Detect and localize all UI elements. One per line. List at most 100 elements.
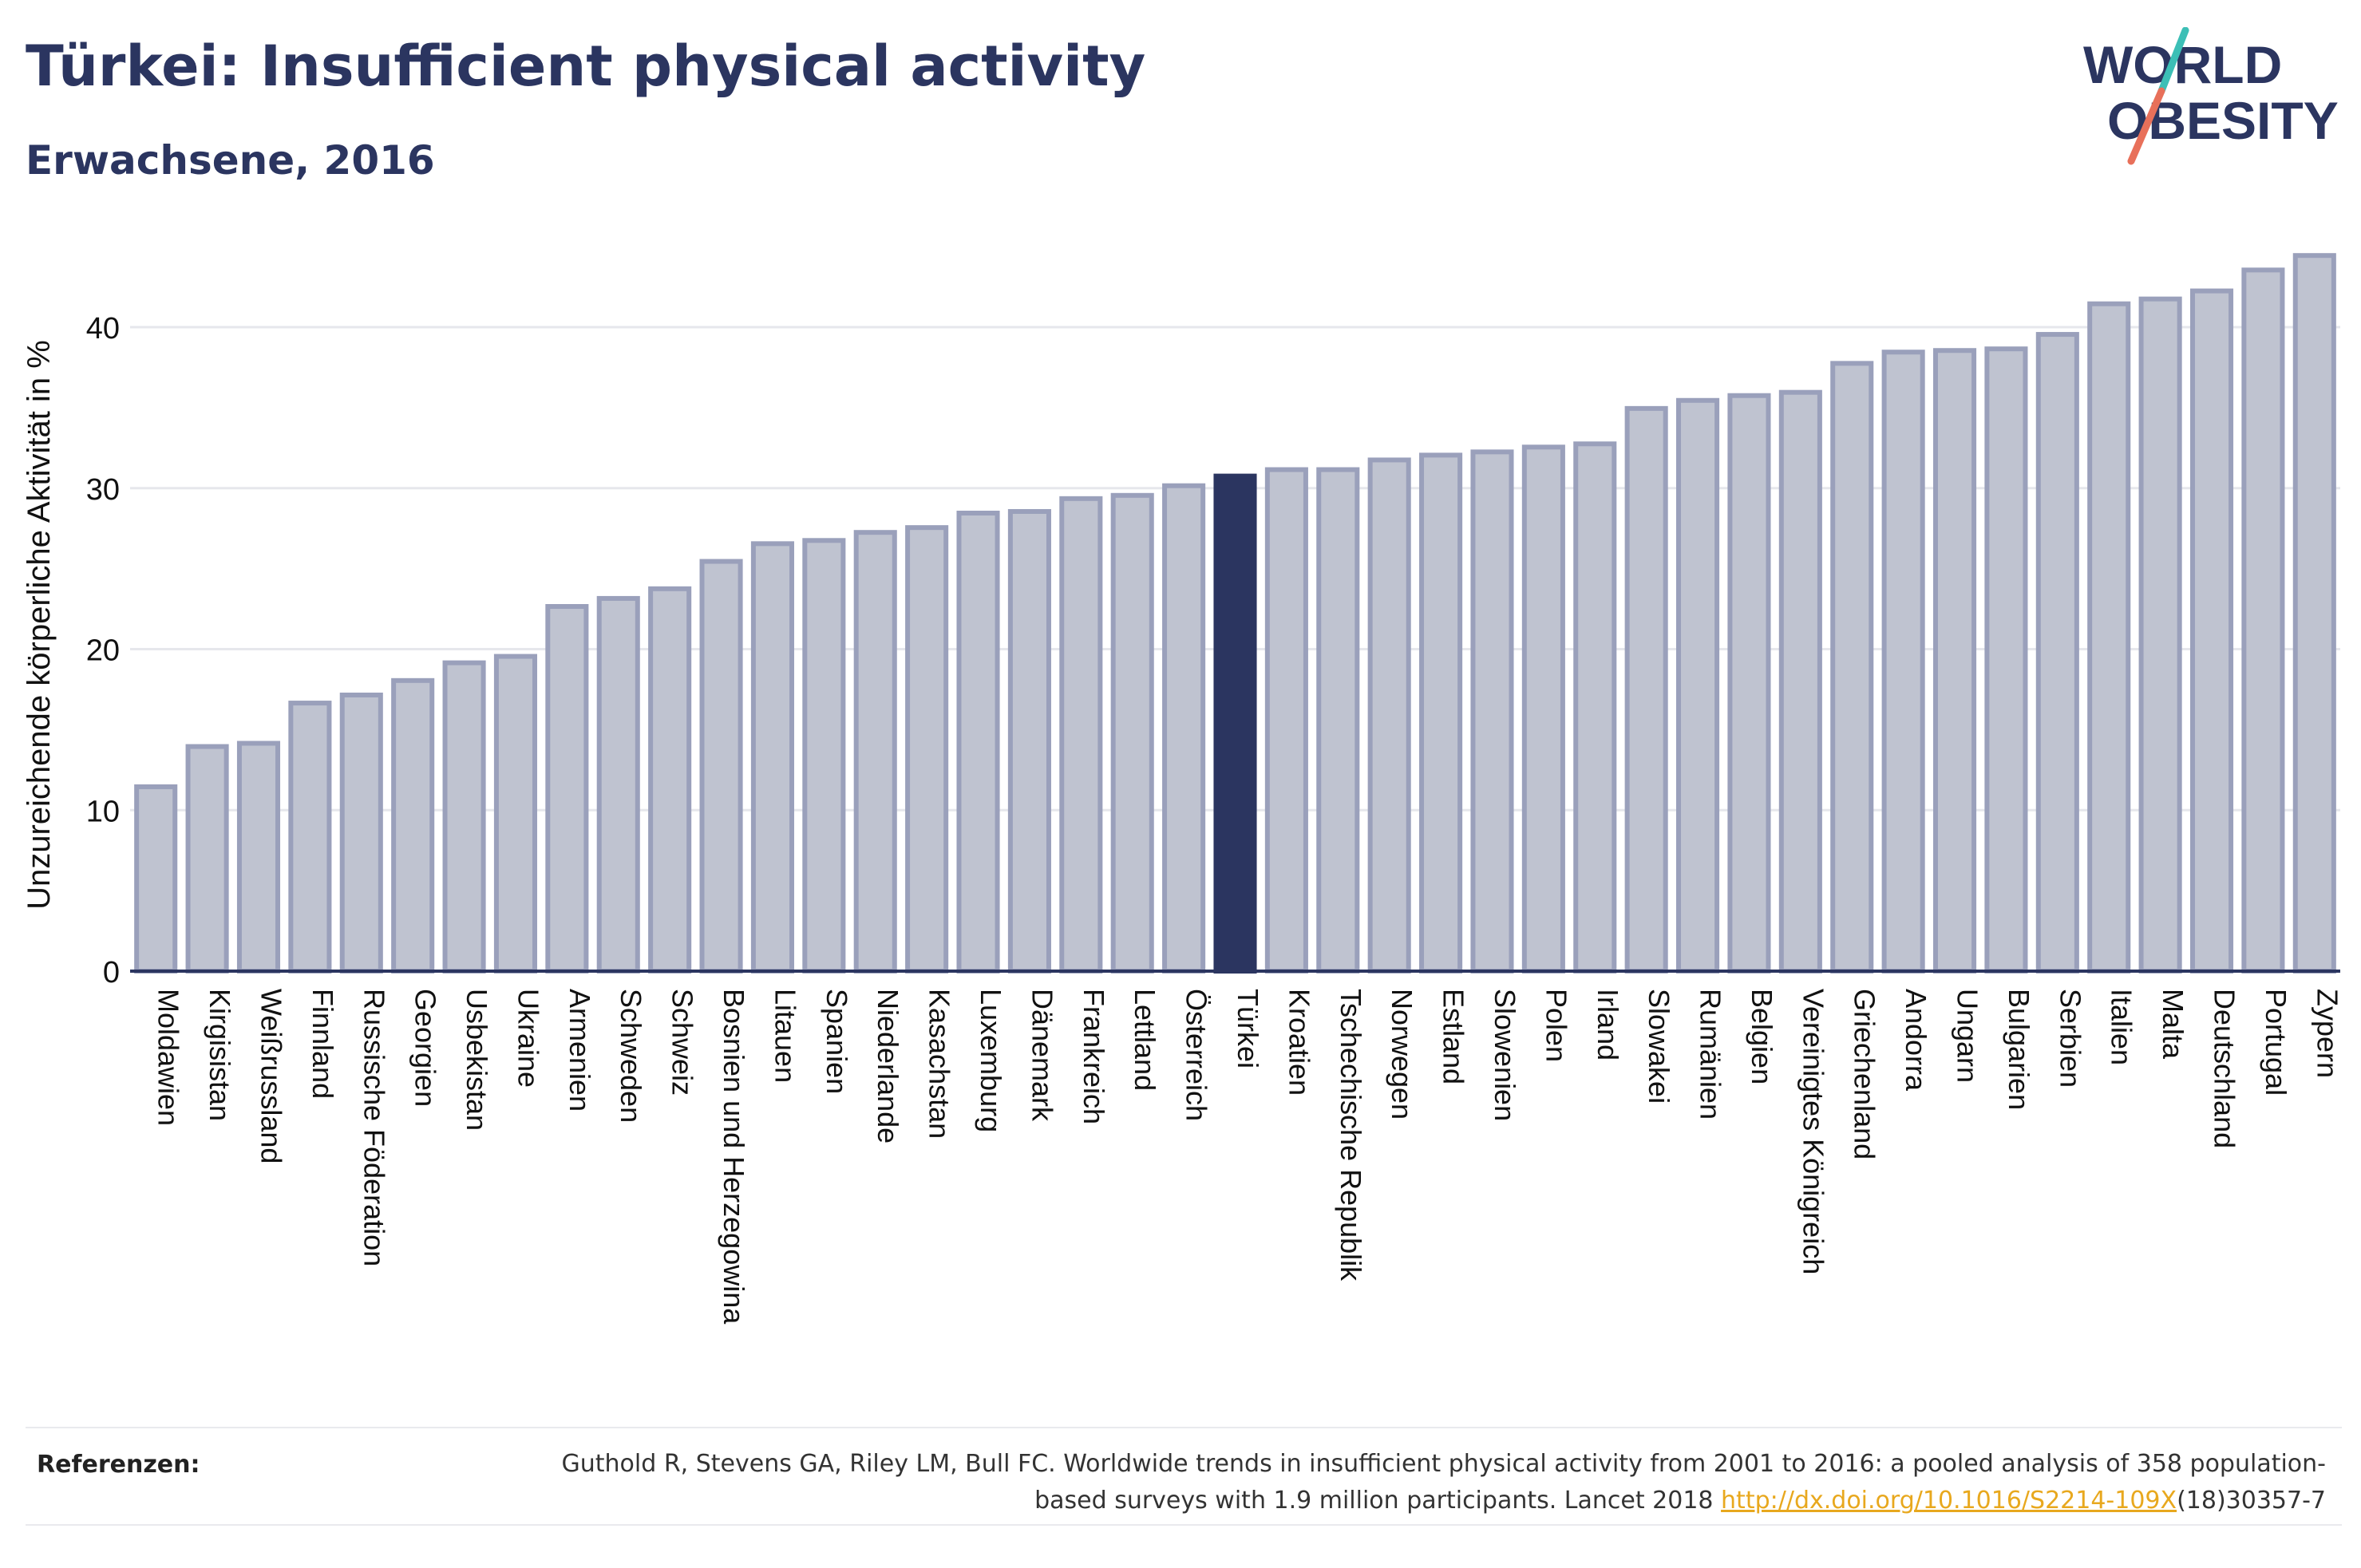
bar	[905, 525, 949, 974]
x-tick-label: Kasachstan	[923, 989, 956, 1139]
x-tick-label: Serbien	[2054, 989, 2086, 1088]
bar	[2138, 296, 2182, 974]
bar	[1419, 452, 1463, 974]
bar-highlight	[1213, 473, 1257, 974]
x-tick-label: Österreich	[1180, 989, 1213, 1121]
x-tick-label: Russische Föderation	[358, 989, 390, 1266]
x-tick-label: Zypern	[2311, 989, 2343, 1078]
x-tick-label: Schweiz	[666, 989, 699, 1096]
references-text: Guthold R, Stevens GA, Riley LM, Bull FC…	[490, 1446, 2326, 1519]
references-citation-suffix: (18)30357-7	[2177, 1487, 2326, 1515]
x-tick-label: Luxemburg	[975, 989, 1007, 1132]
x-tick-label: Ukraine	[512, 989, 544, 1088]
x-tick-label: Bosnien und Herzegowina	[718, 989, 750, 1325]
bar	[545, 604, 589, 974]
bar	[1727, 393, 1771, 974]
references-divider-bottom	[26, 1524, 2342, 1526]
x-tick-label: Slowakei	[1643, 989, 1675, 1104]
bar	[956, 510, 1000, 974]
x-tick-label: Usbekistan	[461, 989, 493, 1131]
bar	[1470, 449, 1514, 974]
bar	[699, 559, 743, 974]
bar	[2189, 288, 2234, 974]
x-tick-label: Norwegen	[1386, 989, 1418, 1120]
y-axis-title: Unzureichende körperliche Aktivität in %	[22, 340, 57, 910]
bar	[802, 538, 846, 974]
y-tick-label: 0	[103, 956, 120, 989]
x-tick-label: Armenien	[564, 989, 596, 1112]
bar	[853, 530, 897, 974]
x-axis-labels: Moldawien Kirgisistan Weißrussland Finnland…	[152, 989, 2344, 1325]
x-tick-label: Andorra	[1900, 989, 1932, 1092]
x-tick-label: Moldawien	[152, 989, 185, 1126]
bar	[1624, 405, 1668, 974]
x-tick-label: Georgien	[409, 989, 442, 1107]
bar	[1059, 496, 1103, 974]
x-tick-label: Rumänien	[1695, 989, 1727, 1120]
bar	[1830, 361, 1874, 974]
x-tick-label: Kirgisistan	[204, 989, 236, 1121]
bar-chart: 0 10 20 30 40 Moldawien Kirgisistan Weißrussla…	[22, 253, 2344, 1325]
x-tick-label: Irland	[1592, 989, 1624, 1060]
x-tick-label: Bulgarien	[2003, 989, 2035, 1110]
world-obesity-logo: WORLD OBESITY	[2083, 27, 2339, 165]
bar	[1110, 492, 1154, 974]
bar	[1676, 397, 1720, 974]
bar	[2035, 332, 2079, 974]
x-tick-label: Frankreich	[1078, 989, 1110, 1124]
bar	[1984, 346, 2028, 974]
x-tick-label: Litauen	[769, 989, 801, 1083]
bar	[185, 744, 229, 974]
bar	[442, 660, 486, 974]
logo-slash-red	[2127, 87, 2165, 165]
bar	[134, 784, 178, 974]
bar	[1007, 508, 1051, 974]
bar	[1162, 483, 1206, 974]
bar	[2087, 301, 2131, 974]
x-tick-label: Türkei	[1232, 989, 1264, 1068]
x-tick-label: Estland	[1438, 989, 1470, 1084]
y-tick-label: 30	[86, 473, 120, 507]
references-citation: Guthold R, Stevens GA, Riley LM, Bull FC…	[561, 1450, 2326, 1515]
bar	[288, 701, 332, 974]
y-tick-label: 20	[86, 634, 120, 668]
y-tick-label: 40	[86, 312, 120, 346]
bar	[1264, 467, 1308, 974]
x-tick-label: Deutschland	[2208, 989, 2240, 1148]
bar	[1521, 444, 1565, 974]
y-axis-ticks: 0 10 20 30 40	[86, 312, 120, 989]
x-tick-label: Lettland	[1129, 989, 1161, 1091]
bar	[1778, 389, 1822, 974]
x-tick-label: Malta	[2157, 989, 2189, 1060]
x-tick-label: Finnland	[306, 989, 339, 1099]
bars	[134, 253, 2336, 974]
x-tick-label: Vereinigtes Königreich	[1797, 989, 1829, 1274]
references-doi-link[interactable]: http://dx.doi.org/10.1016/S2214-109X	[1721, 1487, 2177, 1515]
bar	[236, 741, 281, 974]
x-tick-label: Kroatien	[1283, 989, 1315, 1096]
bar	[750, 541, 794, 974]
x-tick-label: Griechenland	[1849, 989, 1881, 1159]
x-tick-label: Schweden	[615, 989, 647, 1123]
x-tick-label: Weißrussland	[255, 989, 287, 1163]
bar	[648, 586, 692, 974]
x-tick-label: Dänemark	[1026, 989, 1058, 1122]
x-tick-label: Ungarn	[1952, 989, 1984, 1083]
y-tick-label: 10	[86, 795, 120, 828]
bar	[339, 692, 383, 974]
references-label: Referenzen:	[37, 1451, 200, 1479]
bar	[2292, 253, 2336, 974]
bar	[493, 654, 538, 974]
bar	[596, 595, 640, 974]
bar	[1367, 457, 1411, 974]
chart-subtitle: Erwachsene, 2016	[26, 137, 435, 184]
x-tick-label: Belgien	[1746, 989, 1778, 1084]
bar	[391, 677, 435, 974]
bar	[1932, 348, 1977, 974]
bar	[1573, 441, 1617, 974]
bar	[1881, 350, 1925, 974]
x-tick-label: Polen	[1540, 989, 1572, 1062]
bar	[2241, 267, 2285, 974]
logo-slash-teal	[2157, 27, 2189, 95]
references-divider-top	[26, 1427, 2342, 1428]
